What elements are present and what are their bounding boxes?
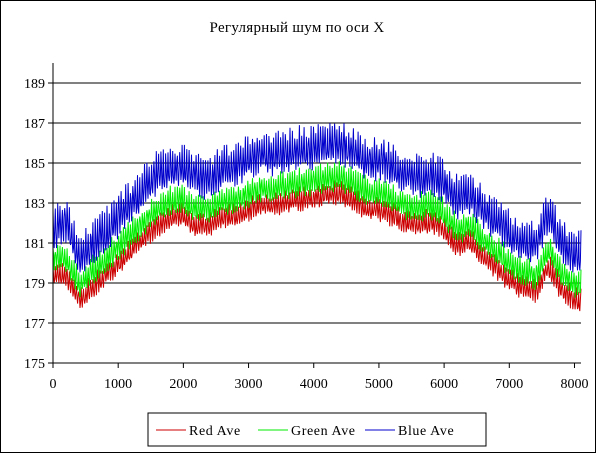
x-tick-label-3000: 3000 bbox=[235, 377, 263, 392]
x-tick-label-1000: 1000 bbox=[104, 377, 132, 392]
x-tick-label-2000: 2000 bbox=[169, 377, 197, 392]
y-tick-label-189: 189 bbox=[24, 77, 45, 92]
y-tick-label-177: 177 bbox=[24, 317, 45, 332]
x-tick-label-5000: 5000 bbox=[365, 377, 393, 392]
x-tick-label-4000: 4000 bbox=[300, 377, 328, 392]
y-tick-labels: 175 177 179 181 183 185 187 189 bbox=[24, 77, 45, 372]
chart-title: Регулярный шум по оси X bbox=[210, 20, 385, 36]
legend-label-red-ave: Red Ave bbox=[189, 424, 241, 439]
series-lines bbox=[52, 123, 582, 312]
x-tick-label-8000: 8000 bbox=[560, 377, 588, 392]
series-line-green-ave bbox=[52, 161, 582, 298]
legend-box bbox=[147, 412, 487, 447]
x-tick-label-6000: 6000 bbox=[430, 377, 458, 392]
y-tick-label-179: 179 bbox=[24, 277, 45, 292]
legend-label-green-ave: Green Ave bbox=[291, 424, 356, 439]
legend: Red Ave Green Ave Blue Ave bbox=[147, 412, 487, 447]
gridlines bbox=[53, 82, 581, 324]
x-tick-label-7000: 7000 bbox=[495, 377, 523, 392]
series-line-blue-ave bbox=[52, 123, 582, 273]
y-tick-label-183: 183 bbox=[24, 197, 45, 212]
series-line-red-ave bbox=[52, 180, 582, 312]
y-tick-label-175: 175 bbox=[24, 357, 45, 372]
x-tick-labels: 0 1000 2000 3000 4000 5000 6000 7000 8000 bbox=[50, 377, 589, 392]
x-tick-label-0: 0 bbox=[50, 377, 57, 392]
axes bbox=[48, 63, 581, 368]
legend-label-blue-ave: Blue Ave bbox=[398, 424, 454, 439]
y-tick-label-181: 181 bbox=[24, 237, 45, 252]
y-tick-label-185: 185 bbox=[24, 157, 45, 172]
y-tick-label-187: 187 bbox=[24, 117, 45, 132]
